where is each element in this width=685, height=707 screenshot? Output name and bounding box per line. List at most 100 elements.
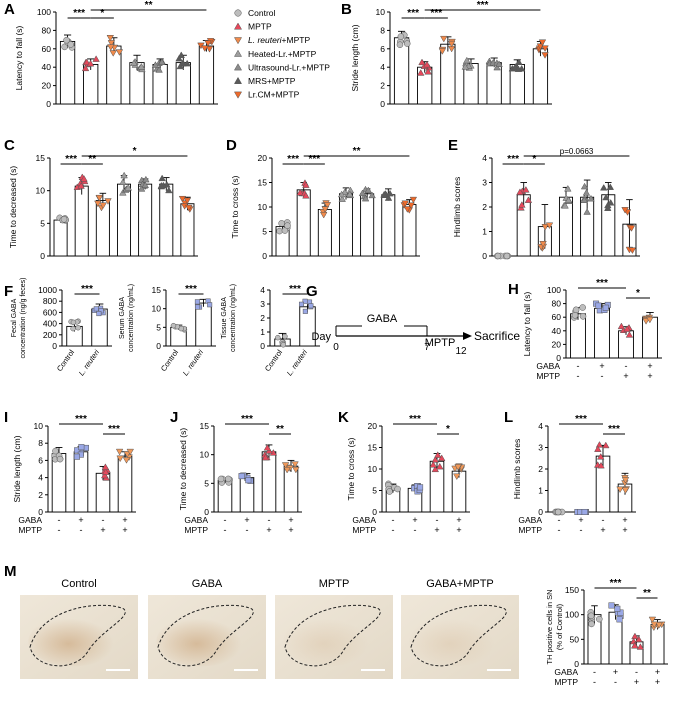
data-point — [524, 196, 533, 203]
data-point — [646, 316, 654, 324]
data-point — [81, 64, 90, 72]
y-tick-label: 400 — [43, 319, 57, 329]
data-point — [447, 40, 456, 48]
data-point — [561, 201, 569, 209]
legend-label: Heated-Lr.+MPTP — [248, 49, 317, 59]
row-label-mptp: MPTP — [554, 677, 578, 687]
y-tick-label: 4 — [538, 421, 543, 431]
data-point — [642, 318, 650, 325]
data-point — [201, 45, 209, 52]
data-point — [115, 448, 124, 456]
data-point — [621, 477, 630, 484]
y-tick-label: 150 — [565, 585, 579, 595]
data-point — [107, 44, 115, 51]
y-tick-label: 4 — [380, 62, 385, 72]
legend-label-suffix: +MPTP — [282, 35, 311, 45]
data-point — [631, 632, 639, 640]
y-tick-label: 80 — [42, 25, 52, 35]
data-point — [302, 308, 308, 314]
bar-4 — [138, 183, 153, 257]
data-point — [431, 456, 439, 463]
data-point — [106, 35, 115, 42]
data-point — [158, 174, 166, 182]
data-point — [429, 460, 437, 468]
y-tick-label: 5 — [40, 218, 45, 228]
substantia-nigra-outline — [284, 604, 381, 667]
data-point — [92, 55, 100, 62]
y-axis-label: Stride length (cm) — [12, 435, 22, 502]
significance-label: *** — [409, 414, 421, 425]
mptp-sign: + — [623, 371, 628, 381]
row-label-mptp: MPTP — [352, 525, 376, 535]
data-point — [157, 181, 166, 189]
mptp-sign: - — [577, 371, 580, 381]
data-point — [109, 50, 117, 57]
data-point — [438, 48, 447, 55]
significance-label: ** — [353, 146, 361, 157]
panel-letter-i: I — [4, 409, 8, 426]
significance-label: *** — [65, 154, 77, 165]
y-tick-label: 80 — [552, 299, 562, 309]
y-tick-label: 100 — [565, 610, 579, 620]
legend-marker — [233, 37, 243, 45]
data-point — [380, 191, 388, 198]
substantia-nigra-outline — [29, 604, 126, 667]
data-point — [178, 195, 187, 203]
data-point — [96, 311, 102, 317]
mptp-sign: - — [601, 371, 604, 381]
y-tick-label: 10 — [36, 186, 46, 196]
data-point — [418, 58, 426, 66]
gaba-sign: + — [613, 667, 618, 677]
data-point — [292, 466, 300, 474]
legend-marker — [233, 76, 243, 84]
gaba-sign: - — [436, 515, 439, 525]
y-axis-label: Hindlimb scores — [452, 177, 462, 237]
gaba-sign: - — [625, 361, 628, 371]
data-point — [407, 202, 415, 210]
data-point — [461, 63, 470, 70]
data-point — [518, 201, 526, 208]
significance-label: *** — [308, 154, 320, 165]
data-point — [158, 58, 166, 65]
data-point — [583, 208, 591, 215]
y-tick-label: 0 — [538, 507, 543, 517]
row-label-gaba: GABA — [352, 515, 376, 525]
y-tick-label: 0 — [372, 507, 377, 517]
y-tick-label: 20 — [258, 153, 268, 163]
data-point — [655, 622, 663, 629]
data-point — [431, 465, 440, 473]
data-point — [170, 322, 177, 329]
y-tick-label: 10 — [376, 7, 386, 17]
data-point — [597, 453, 605, 460]
mptp-sign: + — [647, 371, 652, 381]
data-point — [155, 66, 163, 73]
row-label-gaba: GABA — [18, 515, 42, 525]
data-point — [77, 182, 85, 189]
data-point — [368, 191, 376, 199]
data-point — [52, 447, 59, 455]
significance-label: * — [133, 146, 137, 157]
mptp-sign: - — [224, 525, 227, 535]
significance-label: *** — [407, 8, 419, 19]
data-point — [95, 194, 104, 202]
bar-3 — [642, 316, 658, 359]
data-point — [587, 194, 595, 202]
significance-label: *** — [287, 154, 299, 165]
timeline-mptp-label: MPTP — [425, 337, 456, 349]
data-point — [67, 41, 75, 48]
legend-marker — [233, 49, 243, 57]
y-tick-label: 15 — [200, 421, 210, 431]
y-tick-label: 2 — [538, 464, 543, 474]
y-tick-label: 20 — [42, 81, 52, 91]
data-point — [107, 40, 116, 47]
row-label-gaba: GABA — [518, 515, 542, 525]
x-tick-label: Control — [159, 348, 180, 373]
panel-letter-c: C — [4, 137, 15, 154]
tissue-stain — [28, 616, 118, 667]
data-point — [384, 194, 393, 201]
data-point — [596, 615, 603, 623]
data-point — [386, 488, 393, 495]
